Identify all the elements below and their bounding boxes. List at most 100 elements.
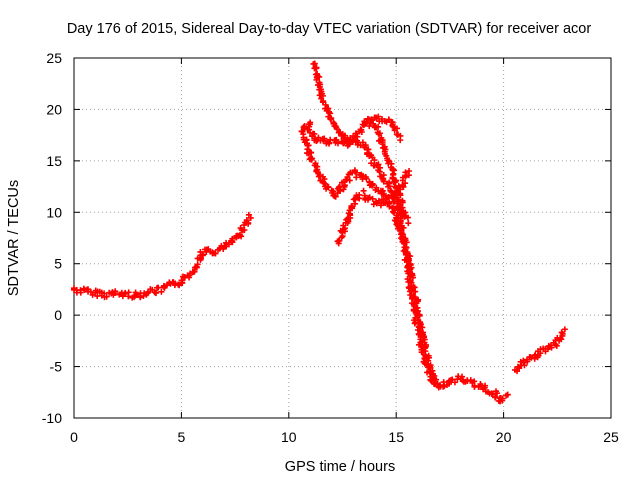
data-point xyxy=(422,353,429,360)
data-point xyxy=(321,135,328,142)
data-point xyxy=(402,251,409,258)
data-point xyxy=(375,113,382,120)
data-point xyxy=(306,123,313,130)
data-point xyxy=(247,214,254,221)
x-axis-label: GPS time / hours xyxy=(285,459,395,475)
data-point xyxy=(348,203,355,210)
y-tick-label: 0 xyxy=(54,307,62,323)
data-point xyxy=(432,379,439,386)
data-point xyxy=(406,167,413,174)
data-point xyxy=(354,133,361,140)
data-point xyxy=(459,373,466,380)
x-tick-label: 25 xyxy=(603,429,619,445)
data-point xyxy=(190,269,197,276)
data-point xyxy=(426,369,433,376)
data-point xyxy=(320,98,327,105)
data-point xyxy=(553,342,560,349)
data-point xyxy=(310,60,317,67)
data-point xyxy=(376,168,383,175)
y-tick-label: 20 xyxy=(46,101,62,117)
data-point xyxy=(358,126,365,133)
data-point xyxy=(389,208,396,215)
data-point xyxy=(416,327,423,334)
y-tick-label: 25 xyxy=(46,50,62,66)
data-point xyxy=(229,239,236,246)
chart-title: Day 176 of 2015, Sidereal Day-to-day VTE… xyxy=(67,21,592,37)
data-point xyxy=(365,146,372,153)
data-point xyxy=(336,237,343,244)
data-point xyxy=(407,277,414,284)
series-trace-1 xyxy=(70,211,254,301)
data-point xyxy=(390,123,397,130)
data-point xyxy=(451,379,458,386)
data-point xyxy=(307,119,314,126)
data-point xyxy=(397,192,404,199)
data-point xyxy=(375,123,382,130)
axis-ticks: 0 5 10 15 20 25 -10 -5 0 5 10 15 20 25 xyxy=(42,50,619,445)
series-trace-3 xyxy=(300,113,404,147)
data-point xyxy=(561,326,568,333)
data-point xyxy=(492,393,499,400)
data-point xyxy=(346,138,353,145)
data-point xyxy=(300,131,307,138)
data-point xyxy=(537,350,544,357)
data-point xyxy=(243,217,250,224)
data-series xyxy=(70,60,568,405)
data-point xyxy=(394,225,401,232)
data-point xyxy=(356,191,363,198)
data-point xyxy=(446,380,453,387)
y-tick-label: 5 xyxy=(54,256,62,272)
data-point xyxy=(325,184,332,191)
data-point xyxy=(308,156,315,163)
data-point xyxy=(245,211,252,218)
data-point xyxy=(347,169,354,176)
data-point xyxy=(194,261,201,268)
data-point xyxy=(436,382,443,389)
y-tick-label: 15 xyxy=(46,153,62,169)
data-point xyxy=(488,390,495,397)
data-point xyxy=(369,195,376,202)
data-point xyxy=(158,288,165,295)
data-point xyxy=(308,149,315,156)
data-point xyxy=(212,250,219,257)
data-point xyxy=(526,354,533,361)
data-point xyxy=(558,336,565,343)
data-point xyxy=(383,152,390,159)
data-point xyxy=(482,382,489,389)
data-point xyxy=(87,288,94,295)
data-point xyxy=(471,378,478,385)
series-trace-7 xyxy=(512,326,568,375)
x-tick-label: 20 xyxy=(496,429,512,445)
data-point xyxy=(494,390,501,397)
data-point xyxy=(225,241,232,248)
data-point xyxy=(373,184,380,191)
data-point xyxy=(404,214,411,221)
series-trace-6 xyxy=(366,119,412,227)
data-point xyxy=(144,290,151,297)
data-point xyxy=(314,166,321,173)
data-point xyxy=(416,331,423,338)
y-tick-label: 10 xyxy=(46,204,62,220)
data-point xyxy=(414,311,421,318)
plot-frame xyxy=(73,57,612,419)
data-point xyxy=(307,129,314,136)
data-point xyxy=(381,148,388,155)
data-point xyxy=(516,365,523,372)
data-point xyxy=(335,140,342,147)
series-trace-5 xyxy=(334,167,413,247)
series-trace-4 xyxy=(298,128,443,391)
data-point xyxy=(405,220,412,227)
x-tick-label: 10 xyxy=(281,429,297,445)
data-point xyxy=(373,162,380,169)
data-point xyxy=(389,122,396,129)
data-point xyxy=(305,142,312,149)
data-point xyxy=(548,344,555,351)
data-point xyxy=(199,251,206,258)
data-point xyxy=(343,176,350,183)
data-point xyxy=(378,196,385,203)
data-point xyxy=(152,289,159,296)
y-tick-label: -5 xyxy=(50,359,63,375)
data-point xyxy=(236,232,243,239)
grid-lines xyxy=(74,58,611,418)
